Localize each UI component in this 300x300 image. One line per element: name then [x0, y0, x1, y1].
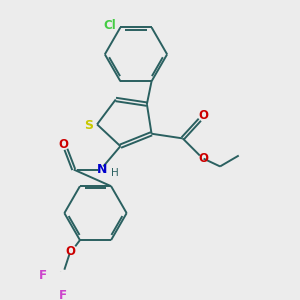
Text: F: F: [59, 289, 67, 300]
Text: O: O: [198, 110, 208, 122]
Text: N: N: [97, 163, 107, 176]
Text: O: O: [66, 245, 76, 258]
Text: Cl: Cl: [103, 19, 116, 32]
Text: O: O: [198, 152, 208, 165]
Text: F: F: [39, 269, 46, 282]
Text: H: H: [111, 168, 119, 178]
Text: O: O: [58, 138, 68, 151]
Text: S: S: [84, 119, 93, 132]
